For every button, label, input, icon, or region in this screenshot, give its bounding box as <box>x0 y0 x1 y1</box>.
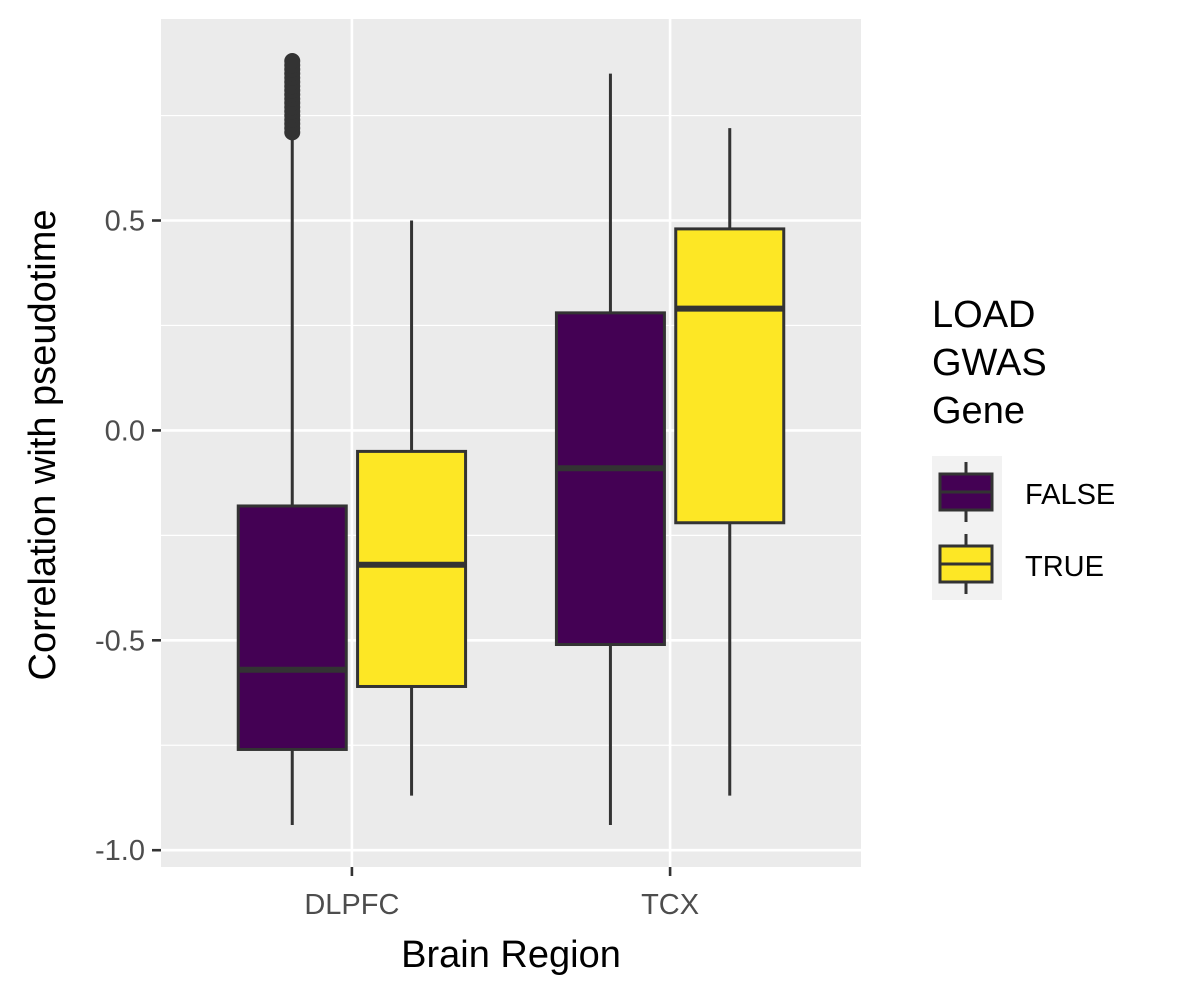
box-true-tcx <box>674 128 786 796</box>
box-body <box>236 504 348 751</box>
outlier-point <box>284 52 301 69</box>
legend-title-line: Gene <box>932 390 1025 432</box>
x-axis-title: Brain Region <box>401 934 621 976</box>
box-false-tcx <box>554 73 666 826</box>
legend-label-true: TRUE <box>1025 551 1104 583</box>
box-false-dlpfc <box>236 52 348 826</box>
y-tick-label: -0.5 <box>95 625 145 657</box>
y-tick-label: -1.0 <box>95 835 145 867</box>
x-tick-label: TCX <box>641 889 699 921</box>
legend-key-true <box>938 534 994 594</box>
legend-title-line: LOAD <box>932 294 1035 336</box>
box-body <box>356 449 468 688</box>
legend-title-line: GWAS <box>932 342 1047 384</box>
box-body <box>554 311 666 647</box>
y-axis-title: Correlation with pseudotime <box>22 209 64 680</box>
y-tick-label: 0.5 <box>105 206 145 238</box>
x-tick-label: DLPFC <box>304 889 399 921</box>
box-body <box>674 227 786 525</box>
y-tick-label: 0.0 <box>105 415 145 447</box>
legend-label-false: FALSE <box>1025 479 1115 511</box>
legend-key-false <box>938 462 994 522</box>
box-true-dlpfc <box>356 220 468 796</box>
legend: LOAD GWAS Gene FALSE TRUE <box>932 294 1115 600</box>
